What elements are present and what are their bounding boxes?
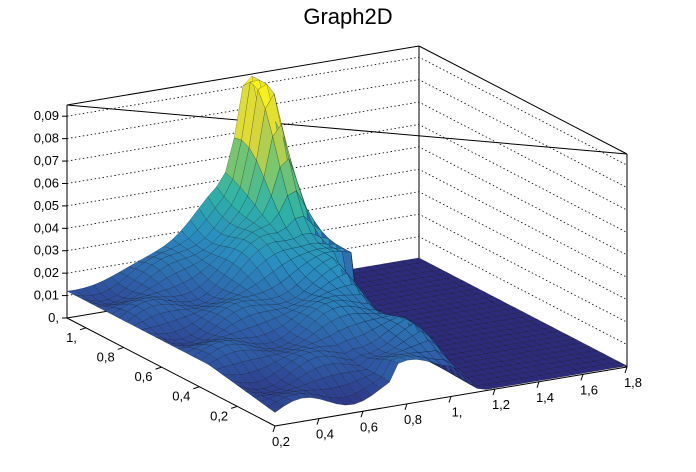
x-tick-mark	[316, 418, 320, 425]
y-tick-mark	[79, 327, 87, 331]
y-tick-mark	[117, 346, 124, 350]
x-tick-mark	[360, 411, 364, 418]
z-tick-label: 0,02	[34, 265, 59, 280]
y-tick-label: 1,	[66, 330, 77, 345]
z-tick-label: 0,	[48, 310, 59, 325]
y-tick-label: 0,6	[134, 369, 152, 384]
y-tick-label: 0,4	[172, 389, 190, 404]
x-tick-label: 1,2	[492, 397, 510, 412]
z-grid-line	[66, 146, 628, 256]
z-tick-label: 0,03	[34, 243, 59, 258]
z-tick-label: 0,04	[34, 220, 59, 235]
z-tick-label: 0,08	[34, 131, 59, 146]
top-diagonal-edge	[66, 104, 628, 155]
z-axis-ticks: 0, 0,01 0,02 0,03 0,04 0,05 0,06 0,07 0,08 0,09	[34, 108, 67, 325]
z-tick-label: 0,07	[34, 153, 59, 168]
z-grid-line	[66, 79, 628, 188]
x-tick-mark	[448, 396, 452, 403]
top-back-edge	[66, 45, 420, 106]
y-tick-label: 0,8	[97, 349, 115, 364]
z-tick-label: 0,09	[34, 108, 59, 123]
z-grid-lines	[66, 56, 628, 345]
y-axis-ticks: 0,2 0,4 0,6 0,8 1,	[66, 327, 238, 423]
x-tick-label: 0,6	[360, 419, 378, 434]
surface-cell	[610, 361, 628, 368]
x-tick-mark	[624, 366, 628, 374]
x-tick-mark	[536, 381, 540, 388]
x-tick-label: 0,8	[404, 412, 422, 427]
z-grid-line	[66, 124, 628, 233]
z-grid-line	[66, 168, 628, 278]
y-tick-mark	[155, 366, 162, 370]
x-tick-mark	[580, 374, 584, 381]
y-axis-line	[66, 317, 276, 427]
z-tick-label: 0,06	[34, 175, 59, 190]
x-tick-label: 1,8	[624, 375, 642, 390]
y-tick-label: 0,2	[210, 408, 228, 423]
y-tick-mark	[193, 386, 200, 390]
x-tick-mark	[272, 425, 276, 433]
x-tick-label: 1,4	[536, 390, 554, 405]
x-tick-mark	[404, 403, 408, 411]
z-grid-line	[66, 236, 628, 345]
z-grid-line	[66, 191, 628, 301]
top-right-edge	[418, 45, 628, 155]
z-tick-label: 0,01	[34, 288, 59, 303]
x-tick-label: 0,2	[272, 434, 290, 449]
z-grid-line	[66, 56, 628, 166]
x-axis-ticks: 0,2 0,4 0,6 0,8 1, 1,2 1,4 1,6 1,8	[272, 366, 642, 449]
x-tick-label: 1,6	[580, 382, 598, 397]
y-tick-mark	[231, 405, 238, 409]
x-tick-mark	[492, 388, 496, 396]
z-grid-line	[66, 213, 628, 323]
surface-mesh	[66, 75, 628, 413]
z-grid-line	[66, 101, 628, 211]
chart-title: Graph2D	[303, 4, 393, 29]
x-tick-label: 1,	[452, 405, 463, 420]
z-tick-label: 0,05	[34, 198, 59, 213]
x-tick-label: 0,4	[316, 427, 334, 442]
